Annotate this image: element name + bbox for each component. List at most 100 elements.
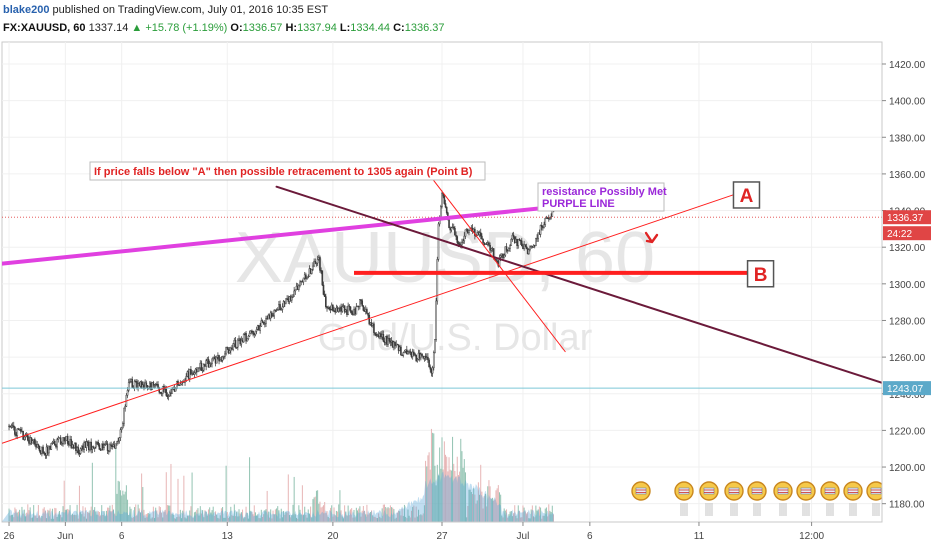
event-flag-icon[interactable] <box>796 481 816 501</box>
price-axis[interactable]: 1180.00 1200.00 1220.00 1240.00 1260.00 1280.… <box>881 42 932 522</box>
volume-bar <box>35 515 37 522</box>
volume-bar <box>527 512 529 522</box>
candle <box>59 437 62 445</box>
candle <box>293 290 295 297</box>
last-price: 1337.14 <box>88 22 129 34</box>
volume-bar <box>349 509 351 522</box>
candle <box>315 262 318 265</box>
candle <box>445 206 448 214</box>
volume-bar <box>391 507 393 522</box>
horizontal-line-badge[interactable]: 1243.07 <box>883 381 931 396</box>
volume-bar <box>230 506 232 522</box>
candle <box>362 305 365 311</box>
time-axis[interactable]: 26 Jun 6 13 20 27 Jul 6 11 12:00 <box>2 521 882 542</box>
countdown-badge-bg <box>883 226 931 241</box>
volume-bar <box>144 517 146 522</box>
candle <box>448 219 450 228</box>
volume-bar <box>550 511 552 522</box>
author-name[interactable]: blake200 <box>3 4 50 16</box>
candle <box>499 255 502 258</box>
candle <box>489 244 491 251</box>
candle <box>117 440 119 443</box>
volume-bar <box>406 518 408 522</box>
downtrend-dark-line[interactable] <box>275 185 882 384</box>
label-b[interactable]: B <box>746 260 775 288</box>
time-tick-label: Jun <box>57 531 73 542</box>
volume-bar <box>493 500 495 522</box>
volume-bar <box>116 493 118 522</box>
candle <box>234 339 237 348</box>
volume-bar <box>436 464 438 522</box>
uptrend-red-line[interactable] <box>2 188 753 444</box>
candle <box>271 312 273 316</box>
volume-bar <box>285 512 287 522</box>
volume-bar <box>236 511 238 522</box>
event-flag-icon[interactable] <box>843 481 863 501</box>
note-text: If price falls below "A" then possible r… <box>94 166 473 178</box>
candle <box>63 437 65 442</box>
volume-bar <box>525 513 527 522</box>
volume-bar <box>435 485 437 522</box>
candle <box>427 356 429 361</box>
event-flag-icon[interactable] <box>747 481 767 501</box>
candle <box>124 406 127 409</box>
volume-bar <box>303 515 305 522</box>
event-flag-icon[interactable] <box>699 481 719 501</box>
candle <box>402 352 405 356</box>
resistance-magenta-line[interactable] <box>2 203 575 266</box>
volume-bar <box>208 509 210 522</box>
label-a[interactable]: A <box>732 181 761 209</box>
event-flag-icon[interactable] <box>724 481 744 501</box>
event-flag-icon[interactable] <box>820 481 840 501</box>
volume-bar <box>17 511 19 522</box>
candle <box>200 362 203 371</box>
candle <box>524 244 527 247</box>
volume-bar <box>547 516 549 522</box>
open-label: O: <box>230 22 243 34</box>
price-tick-label: 1320.00 <box>889 243 926 254</box>
trendlines[interactable] <box>2 177 882 444</box>
volume-bar <box>293 476 295 522</box>
candle <box>198 367 200 369</box>
label-a-box <box>732 181 761 209</box>
current-price-badge[interactable]: 1336.37 <box>883 210 931 225</box>
event-flag-icon[interactable] <box>674 481 694 501</box>
countdown-badge[interactable]: 24:22 <box>883 226 931 241</box>
event-flag-icon[interactable] <box>773 481 793 501</box>
volume-bar <box>467 505 469 522</box>
volume-bar <box>240 512 242 522</box>
volume-bar <box>198 515 200 522</box>
candle <box>343 305 346 312</box>
price-tick-label: 1200.00 <box>889 463 926 474</box>
event-flag-icon[interactable] <box>866 481 886 501</box>
volume-bar <box>27 504 29 522</box>
volume-bar <box>281 517 283 522</box>
event-flag-icon[interactable] <box>631 481 651 501</box>
volume-bar <box>199 506 201 522</box>
annotations[interactable]: If price falls below "A" then possible r… <box>89 161 775 288</box>
volume-bar <box>380 518 382 522</box>
note-callout[interactable]: If price falls below "A" then possible r… <box>89 161 486 181</box>
high-label: H: <box>285 22 298 34</box>
candle <box>310 269 313 274</box>
candle <box>454 228 456 236</box>
candle <box>461 242 463 246</box>
volume-bar <box>117 480 119 522</box>
candle <box>359 299 361 307</box>
volume-bar <box>105 510 107 522</box>
candle <box>444 203 447 208</box>
candle <box>213 356 216 360</box>
volume-bar <box>376 518 378 522</box>
candle <box>106 443 109 451</box>
candle <box>145 382 148 386</box>
volume-bar <box>98 512 100 522</box>
event-markers[interactable] <box>631 481 886 516</box>
price-tick-label: 1220.00 <box>889 426 926 437</box>
volume-bar <box>267 511 269 522</box>
volume-bar <box>548 504 550 522</box>
steep-red-line[interactable] <box>430 177 566 353</box>
volume-bar <box>322 505 324 522</box>
volume-bar <box>242 509 244 522</box>
